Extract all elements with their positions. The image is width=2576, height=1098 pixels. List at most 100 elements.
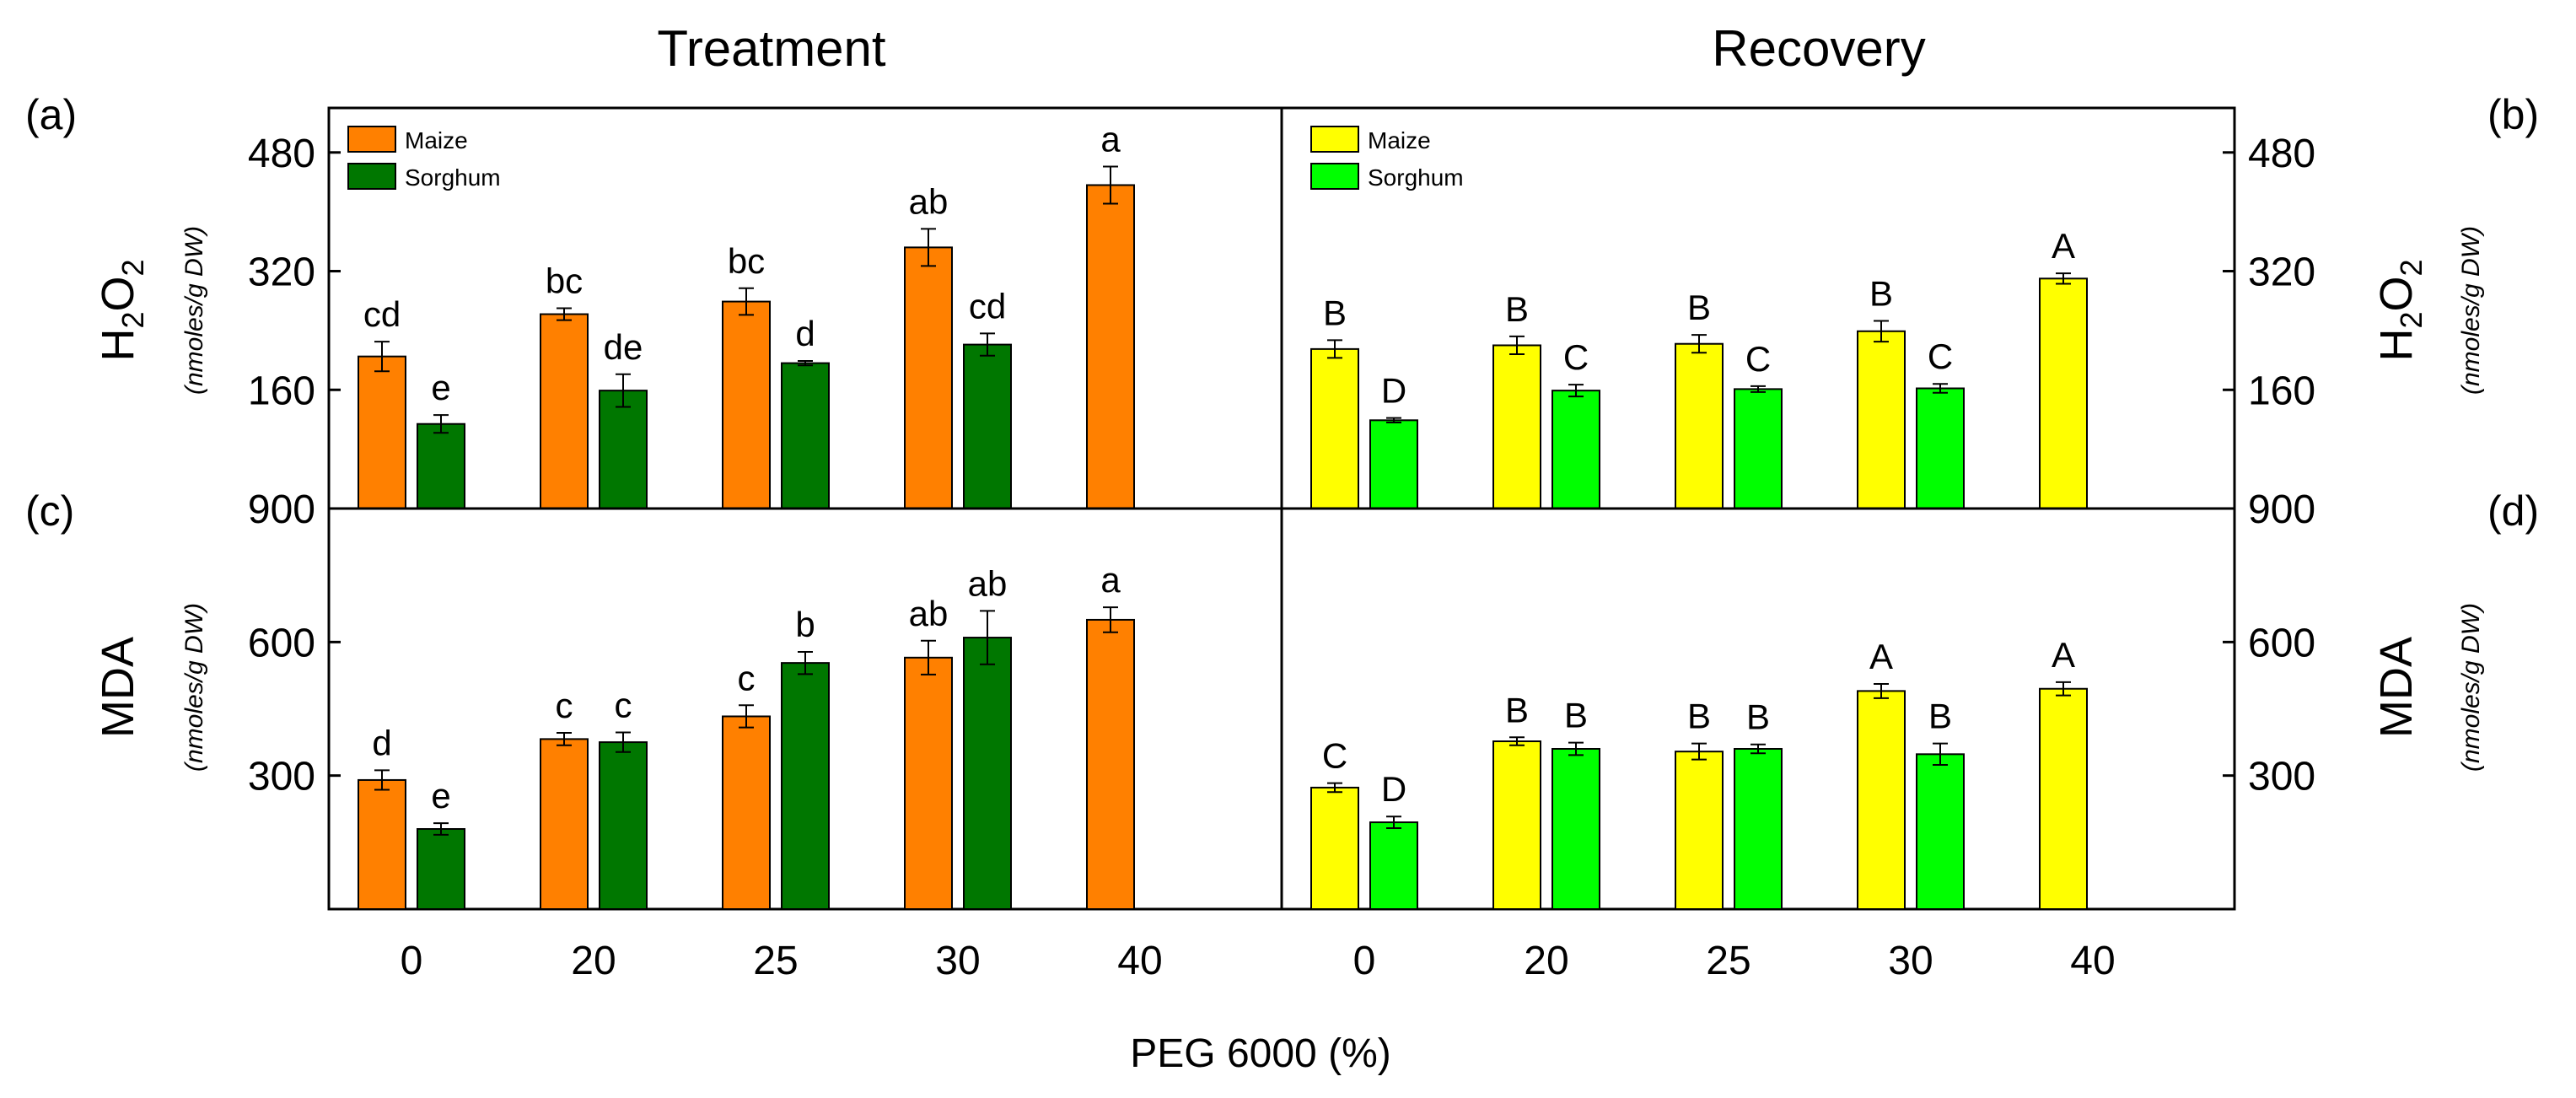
x-tick-recovery-40: 40 xyxy=(2070,939,2115,983)
yunit-h2o2-right: (nmoles/g DW) xyxy=(2457,226,2485,395)
title-treatment: Treatment xyxy=(657,20,886,77)
bar-d-maize-30 xyxy=(1857,690,1906,911)
x-tick-treatment-40: 40 xyxy=(1117,939,1162,983)
bar-c-maize-40 xyxy=(1086,618,1135,910)
bar-b-sorghum-25 xyxy=(1734,388,1783,510)
ylabel-h2o2-right-o: O xyxy=(2371,276,2422,311)
sig-label-a-sorghum-30: cd xyxy=(969,286,1006,326)
sig-label-b-maize-30: B xyxy=(1869,273,1893,313)
sig-label-d-sorghum-20: B xyxy=(1564,696,1588,735)
ylabel-h2o2-right-h: H xyxy=(2371,329,2422,362)
panel-b-ytick-label: 480 xyxy=(2248,132,2315,176)
sig-label-c-sorghum-20: c xyxy=(615,685,632,724)
bar-b-sorghum-30 xyxy=(1916,387,1965,509)
ylabel-h2o2-left-sub1: 2 xyxy=(116,312,150,329)
sig-label-d-maize-0: C xyxy=(1322,736,1347,776)
bar-c-sorghum-30 xyxy=(963,637,1012,910)
ylabel-h2o2-right-sub1: 2 xyxy=(2394,312,2428,329)
bar-c-maize-30 xyxy=(904,656,953,910)
legend-recovery-maize-swatch xyxy=(1310,126,1359,153)
sig-label-b-sorghum-30: C xyxy=(1928,336,1953,376)
bar-a-maize-25 xyxy=(722,300,771,510)
sig-label-a-maize-30: ab xyxy=(909,181,949,221)
sig-label-a-maize-40: a xyxy=(1100,119,1121,159)
sig-label-a-maize-25: bc xyxy=(728,241,765,281)
sig-label-c-sorghum-25: b xyxy=(795,605,815,644)
bar-c-sorghum-0 xyxy=(417,828,465,910)
bar-a-sorghum-20 xyxy=(599,390,648,509)
legend-treatment-sorghum-swatch xyxy=(347,163,396,190)
sig-label-b-maize-40: A xyxy=(2052,226,2075,266)
bar-d-sorghum-25 xyxy=(1734,748,1783,910)
sig-label-b-maize-0: B xyxy=(1323,293,1347,332)
panel-b-ytick-label-extra: 900 xyxy=(2248,487,2315,532)
sig-label-c-sorghum-0: e xyxy=(431,776,450,815)
x-tick-treatment-25: 25 xyxy=(753,939,798,983)
bar-d-sorghum-0 xyxy=(1369,821,1418,910)
sig-label-d-maize-20: B xyxy=(1505,690,1529,729)
yunit-mda-left: (nmoles/g DW) xyxy=(180,603,208,772)
bar-d-sorghum-30 xyxy=(1916,753,1965,910)
sig-label-a-sorghum-20: de xyxy=(604,327,643,367)
panel-a-ytick-label: 160 xyxy=(248,369,315,413)
bar-d-maize-20 xyxy=(1492,740,1541,910)
yunit-mda-right: (nmoles/g DW) xyxy=(2457,603,2485,772)
panel-c-ytick-label: 300 xyxy=(248,755,315,799)
ylabel-h2o2-left-o: O xyxy=(93,276,143,311)
panel-b-ytick-label: 160 xyxy=(2248,369,2315,413)
bar-d-maize-0 xyxy=(1310,786,1359,911)
legend-treatment-sorghum-label: Sorghum xyxy=(405,164,501,191)
sig-label-d-sorghum-30: B xyxy=(1928,697,1952,736)
panel-label-b: (b) xyxy=(2487,91,2539,138)
ylabel-mda-right: MDA xyxy=(2371,637,2422,738)
panel-d-ytick-label: 600 xyxy=(2248,621,2315,665)
bar-b-maize-25 xyxy=(1675,342,1724,509)
ylabel-h2o2-left-h: H xyxy=(93,329,143,362)
panel-d-ytick-label: 300 xyxy=(2248,755,2315,799)
bar-c-maize-25 xyxy=(722,715,771,910)
sig-label-c-maize-25: c xyxy=(738,658,756,697)
panel-label-d: (d) xyxy=(2487,487,2539,535)
bar-b-maize-0 xyxy=(1310,347,1359,510)
sig-label-d-maize-30: A xyxy=(1869,637,1893,676)
panel-a-ytick-label: 480 xyxy=(248,132,315,176)
panel-label-a: (a) xyxy=(25,91,77,138)
x-tick-treatment-20: 20 xyxy=(571,939,616,983)
sig-label-c-maize-30: ab xyxy=(909,594,949,633)
bar-a-sorghum-0 xyxy=(417,423,465,510)
ylabel-mda-left: MDA xyxy=(93,637,143,738)
yunit-h2o2-left: (nmoles/g DW) xyxy=(180,226,208,395)
panel-label-c: (c) xyxy=(25,487,74,535)
sig-label-b-sorghum-25: C xyxy=(1745,339,1771,379)
sig-label-a-sorghum-25: d xyxy=(795,314,815,353)
bar-a-maize-0 xyxy=(358,355,406,510)
x-axis-label: PEG 6000 (%) xyxy=(1130,1031,1390,1076)
bar-a-maize-20 xyxy=(540,313,589,510)
legend-recovery: Maize Sorghum xyxy=(1310,126,1464,191)
panel-a-ytick-label-extra: 900 xyxy=(248,487,315,532)
sig-label-a-sorghum-0: e xyxy=(431,368,450,407)
sig-label-a-maize-20: bc xyxy=(546,261,583,301)
panel-c-ytick-label: 600 xyxy=(248,621,315,665)
ylabel-h2o2-right-sub2: 2 xyxy=(2394,259,2428,276)
sig-label-c-maize-40: a xyxy=(1100,560,1121,600)
bar-c-sorghum-25 xyxy=(781,662,830,911)
legend-treatment-maize-swatch xyxy=(347,126,396,153)
sig-label-d-maize-25: B xyxy=(1687,697,1711,736)
legend-recovery-maize-label: Maize xyxy=(1368,127,1431,153)
bar-b-sorghum-0 xyxy=(1369,419,1418,509)
title-recovery: Recovery xyxy=(1712,20,1925,77)
bar-d-maize-40 xyxy=(2039,687,2088,910)
bar-a-sorghum-25 xyxy=(781,362,830,509)
legend-recovery-sorghum-label: Sorghum xyxy=(1368,164,1464,191)
sig-label-b-maize-20: B xyxy=(1505,289,1529,329)
legend-recovery-sorghum-swatch xyxy=(1310,163,1359,190)
sig-label-b-sorghum-0: D xyxy=(1381,371,1406,411)
sig-label-d-maize-40: A xyxy=(2052,635,2075,675)
legend-treatment: Maize Sorghum xyxy=(347,126,501,191)
